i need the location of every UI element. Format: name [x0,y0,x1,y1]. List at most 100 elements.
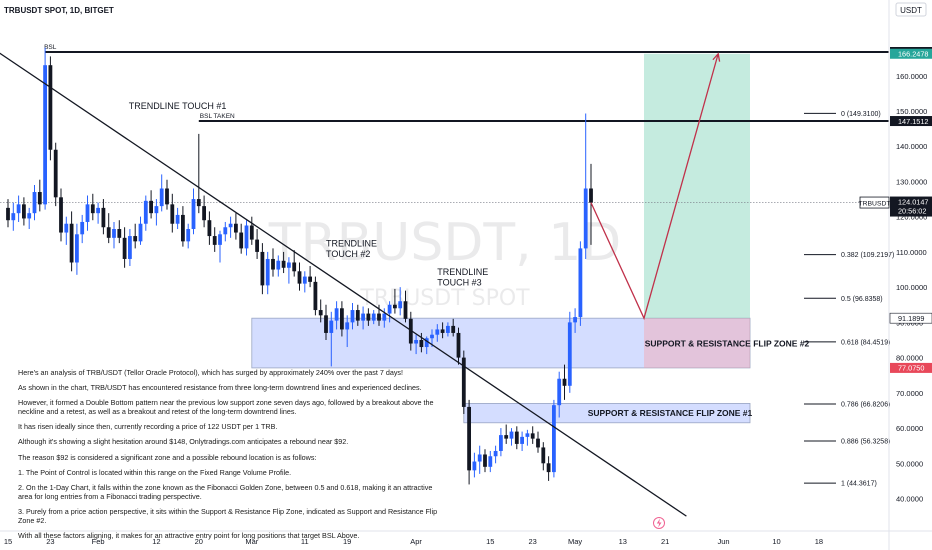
candle[interactable] [96,202,100,224]
candle[interactable] [271,248,275,277]
candle[interactable] [340,301,344,337]
candle[interactable] [106,213,111,244]
candle[interactable] [366,308,371,326]
candle[interactable] [80,214,85,244]
candle[interactable] [159,174,164,212]
candle[interactable] [302,271,307,293]
candle[interactable] [37,179,42,212]
candle[interactable] [403,290,408,323]
candle[interactable] [461,350,466,414]
candle[interactable] [276,255,281,277]
candle[interactable] [509,428,514,446]
candle[interactable] [202,195,206,228]
candle[interactable] [170,193,175,233]
candle[interactable] [589,163,593,245]
candle[interactable] [260,243,265,295]
candle[interactable] [16,195,21,222]
candle[interactable] [149,190,153,219]
candle[interactable] [181,206,185,247]
candle[interactable] [350,302,355,330]
currency-button-bg[interactable] [895,2,927,17]
candle[interactable] [562,364,567,400]
candle[interactable] [414,334,418,355]
candle[interactable] [525,429,530,446]
candle[interactable] [117,220,122,244]
candle[interactable] [345,315,350,348]
candle[interactable] [186,223,191,249]
candle[interactable] [382,308,387,328]
candle[interactable] [435,324,440,342]
candle[interactable] [48,56,53,161]
candle[interactable] [504,424,509,444]
candle[interactable] [324,304,328,340]
candle[interactable] [446,322,450,337]
candle[interactable] [175,207,180,230]
candle[interactable] [59,188,63,242]
candle[interactable] [207,211,212,245]
candle[interactable] [128,229,132,267]
price-axis[interactable]: 40.000050.000060.000070.000080.000090.00… [896,72,927,504]
candle[interactable] [133,223,138,249]
candle[interactable] [424,336,429,355]
candle[interactable] [69,211,74,272]
candle[interactable] [483,449,487,473]
candle[interactable] [440,322,445,339]
candle[interactable] [393,288,397,314]
candle[interactable] [75,223,79,275]
candle[interactable] [334,301,339,330]
candle[interactable] [573,308,577,333]
candle[interactable] [90,193,95,221]
candle[interactable] [329,311,334,367]
candle[interactable] [244,220,249,256]
candle[interactable] [297,262,302,291]
candle[interactable] [223,221,228,242]
candle[interactable] [6,199,10,228]
currency-button[interactable]: USDT [900,6,922,15]
candle[interactable] [154,199,159,226]
candle[interactable] [287,257,291,284]
candle[interactable] [477,445,482,474]
candle[interactable] [53,142,58,207]
candle[interactable] [85,195,90,231]
candle[interactable] [541,442,546,471]
candle[interactable] [419,332,424,353]
candle[interactable] [212,227,217,252]
candle[interactable] [318,299,323,323]
candle[interactable] [398,287,403,316]
candle[interactable] [536,431,540,453]
candle[interactable] [567,311,572,393]
flash-icon[interactable] [653,517,665,529]
candle[interactable] [191,188,196,235]
candle[interactable] [456,327,461,365]
candle[interactable] [514,426,519,450]
candle[interactable] [239,223,244,254]
time-axis[interactable]: 15 23 Feb 12 20 Mar 11 19 Apr 15 23 May 13 21 Jun 10 18 [4,537,823,546]
candle[interactable] [43,47,47,210]
candle[interactable] [467,399,471,485]
candle[interactable] [557,371,562,418]
candle[interactable] [371,310,376,325]
candle[interactable] [228,216,233,238]
candle[interactable] [249,216,254,245]
candle[interactable] [64,216,69,245]
candle[interactable] [530,426,535,444]
candle[interactable] [583,113,588,259]
candle[interactable] [122,227,127,268]
candle[interactable] [499,428,503,457]
candle[interactable] [546,456,551,481]
candle[interactable] [143,195,148,231]
candle[interactable] [101,199,106,235]
candle[interactable] [32,184,37,221]
candle[interactable] [361,306,365,330]
candle[interactable] [27,207,32,230]
candle[interactable] [112,221,116,249]
candle[interactable] [451,318,456,337]
candle[interactable] [196,133,201,214]
candle[interactable] [11,202,16,231]
candle[interactable] [387,301,392,323]
candle[interactable] [355,304,360,326]
candle[interactable] [138,216,143,245]
candle[interactable] [488,450,493,473]
candle[interactable] [578,241,583,326]
